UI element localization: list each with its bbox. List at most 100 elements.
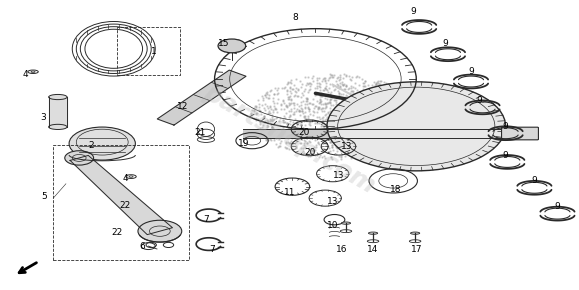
Point xyxy=(263,124,273,128)
Point xyxy=(377,113,386,117)
Point xyxy=(286,80,295,85)
Point xyxy=(336,116,345,121)
Point xyxy=(313,99,322,104)
Point xyxy=(378,148,387,153)
Point xyxy=(338,81,347,86)
Point xyxy=(392,113,401,117)
Point xyxy=(321,142,331,146)
Point xyxy=(250,116,259,120)
Point xyxy=(360,88,369,93)
Point xyxy=(301,101,310,106)
Point xyxy=(392,104,401,109)
Point xyxy=(257,125,266,130)
Point xyxy=(306,153,315,157)
Point xyxy=(307,102,317,106)
Point xyxy=(414,108,423,113)
Point xyxy=(357,137,366,141)
Point xyxy=(382,134,391,139)
Point xyxy=(321,104,331,109)
Point xyxy=(313,78,322,82)
Point xyxy=(369,86,379,90)
Point xyxy=(282,92,291,97)
Point xyxy=(291,124,300,129)
Point xyxy=(351,93,361,98)
Point xyxy=(384,115,394,120)
Point xyxy=(331,122,340,127)
Point xyxy=(358,88,368,93)
Point xyxy=(314,104,324,109)
Point xyxy=(409,130,419,135)
Point xyxy=(321,105,331,109)
Circle shape xyxy=(327,82,505,171)
Point xyxy=(305,88,314,92)
Text: 17: 17 xyxy=(411,245,422,254)
Point xyxy=(259,114,269,119)
Point xyxy=(370,79,379,84)
Point xyxy=(403,109,412,113)
Point xyxy=(379,79,389,84)
Point xyxy=(404,116,413,121)
Point xyxy=(393,139,402,143)
Point xyxy=(325,82,334,86)
Point xyxy=(357,130,366,135)
Point xyxy=(371,85,380,90)
Point xyxy=(285,119,295,124)
Point xyxy=(267,125,276,130)
Point xyxy=(266,117,275,122)
Point xyxy=(395,113,405,118)
Point xyxy=(333,76,342,80)
Point xyxy=(338,135,347,139)
Point xyxy=(357,132,366,136)
Point xyxy=(301,115,310,120)
Point xyxy=(341,84,350,88)
Point xyxy=(267,125,276,130)
Point xyxy=(381,116,390,120)
Point xyxy=(330,132,339,137)
Point xyxy=(266,103,275,108)
Point xyxy=(282,146,291,151)
Point xyxy=(332,79,341,84)
Point xyxy=(284,126,293,130)
Point xyxy=(320,86,329,90)
Ellipse shape xyxy=(49,124,67,130)
Point xyxy=(327,142,336,147)
Point xyxy=(383,82,392,86)
Point xyxy=(255,133,264,137)
Point xyxy=(339,141,349,146)
Point xyxy=(285,93,295,98)
Point xyxy=(362,149,372,153)
Point xyxy=(278,120,288,124)
Point xyxy=(390,117,400,122)
Point xyxy=(313,140,323,145)
Point xyxy=(270,117,279,122)
Point xyxy=(353,107,362,111)
Point xyxy=(353,128,362,132)
Text: 19: 19 xyxy=(237,139,249,148)
Point xyxy=(262,104,271,108)
Point xyxy=(342,84,351,88)
Point xyxy=(397,114,406,118)
Point xyxy=(287,97,296,101)
Point xyxy=(398,125,407,129)
Point xyxy=(393,120,402,125)
Point xyxy=(296,122,306,127)
Point xyxy=(262,90,271,95)
Point xyxy=(284,101,294,106)
Point xyxy=(372,148,382,152)
Point xyxy=(329,147,338,152)
Point xyxy=(304,100,313,105)
Point xyxy=(321,137,331,141)
Point xyxy=(341,124,350,128)
Point xyxy=(331,151,340,156)
Point xyxy=(301,105,310,109)
Point xyxy=(311,136,320,141)
Point xyxy=(285,113,295,118)
Point xyxy=(346,137,355,142)
Point xyxy=(305,107,314,112)
Point xyxy=(408,97,417,102)
Point xyxy=(350,86,360,90)
Point xyxy=(373,102,382,107)
Point xyxy=(287,90,296,95)
Point xyxy=(251,117,261,122)
Point xyxy=(357,154,366,158)
